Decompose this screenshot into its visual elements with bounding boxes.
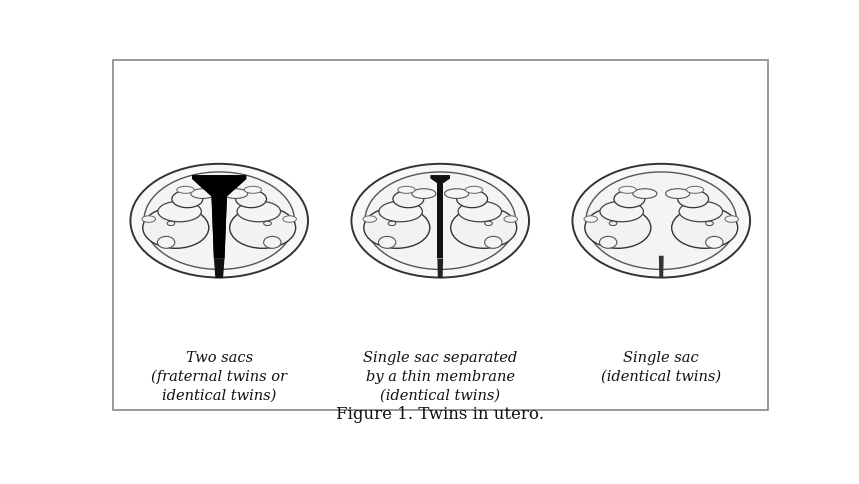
Ellipse shape xyxy=(445,189,469,199)
Ellipse shape xyxy=(223,189,247,199)
Polygon shape xyxy=(430,176,450,183)
Text: Single sac
(identical twins): Single sac (identical twins) xyxy=(601,350,722,383)
Ellipse shape xyxy=(264,237,281,249)
Polygon shape xyxy=(659,256,664,278)
Ellipse shape xyxy=(365,173,515,270)
Polygon shape xyxy=(445,279,478,299)
Ellipse shape xyxy=(484,237,502,249)
Text: Figure 1. Twins in utero.: Figure 1. Twins in utero. xyxy=(336,406,545,423)
Polygon shape xyxy=(214,259,224,278)
Circle shape xyxy=(457,191,488,208)
Polygon shape xyxy=(655,278,667,301)
Ellipse shape xyxy=(379,237,396,249)
Ellipse shape xyxy=(600,237,617,249)
Circle shape xyxy=(614,191,645,208)
Ellipse shape xyxy=(504,216,517,223)
Ellipse shape xyxy=(177,187,194,194)
Circle shape xyxy=(172,191,203,208)
Circle shape xyxy=(388,222,396,226)
Ellipse shape xyxy=(600,202,643,222)
Polygon shape xyxy=(402,279,436,299)
Ellipse shape xyxy=(379,202,423,222)
Ellipse shape xyxy=(191,189,215,199)
Ellipse shape xyxy=(363,208,430,249)
Ellipse shape xyxy=(229,208,295,249)
Ellipse shape xyxy=(633,189,657,199)
Circle shape xyxy=(609,222,617,226)
Ellipse shape xyxy=(142,216,155,223)
Circle shape xyxy=(393,191,423,208)
Ellipse shape xyxy=(686,187,704,194)
Polygon shape xyxy=(623,279,657,299)
Polygon shape xyxy=(666,279,700,299)
Ellipse shape xyxy=(363,216,376,223)
Ellipse shape xyxy=(585,208,651,249)
Polygon shape xyxy=(192,176,247,259)
Ellipse shape xyxy=(143,208,209,249)
Ellipse shape xyxy=(283,216,296,223)
Polygon shape xyxy=(223,279,258,299)
Ellipse shape xyxy=(466,187,483,194)
Ellipse shape xyxy=(679,202,722,222)
Text: Two sacs
(fraternal twins or
identical twins): Two sacs (fraternal twins or identical t… xyxy=(151,350,287,402)
Polygon shape xyxy=(437,182,443,259)
Polygon shape xyxy=(437,259,443,278)
Polygon shape xyxy=(213,278,225,301)
Ellipse shape xyxy=(157,237,175,249)
Ellipse shape xyxy=(705,237,723,249)
Ellipse shape xyxy=(458,202,502,222)
Polygon shape xyxy=(437,182,443,259)
Ellipse shape xyxy=(411,189,436,199)
Ellipse shape xyxy=(618,187,637,194)
Polygon shape xyxy=(434,278,447,301)
Ellipse shape xyxy=(666,189,690,199)
Ellipse shape xyxy=(237,202,281,222)
Circle shape xyxy=(484,222,492,226)
Ellipse shape xyxy=(398,187,415,194)
Ellipse shape xyxy=(158,202,201,222)
Ellipse shape xyxy=(572,165,750,278)
Ellipse shape xyxy=(131,165,308,278)
Circle shape xyxy=(264,222,271,226)
Ellipse shape xyxy=(144,173,295,270)
Circle shape xyxy=(678,191,709,208)
Ellipse shape xyxy=(672,208,738,249)
Circle shape xyxy=(235,191,266,208)
Text: Single sac separated
by a thin membrane
(identical twins): Single sac separated by a thin membrane … xyxy=(363,350,517,401)
Polygon shape xyxy=(192,176,247,259)
Ellipse shape xyxy=(244,187,262,194)
Circle shape xyxy=(168,222,175,226)
Ellipse shape xyxy=(351,165,529,278)
Ellipse shape xyxy=(584,216,598,223)
Polygon shape xyxy=(180,279,215,299)
Polygon shape xyxy=(430,176,450,183)
Ellipse shape xyxy=(451,208,517,249)
Circle shape xyxy=(705,222,713,226)
Ellipse shape xyxy=(586,173,736,270)
Ellipse shape xyxy=(725,216,739,223)
